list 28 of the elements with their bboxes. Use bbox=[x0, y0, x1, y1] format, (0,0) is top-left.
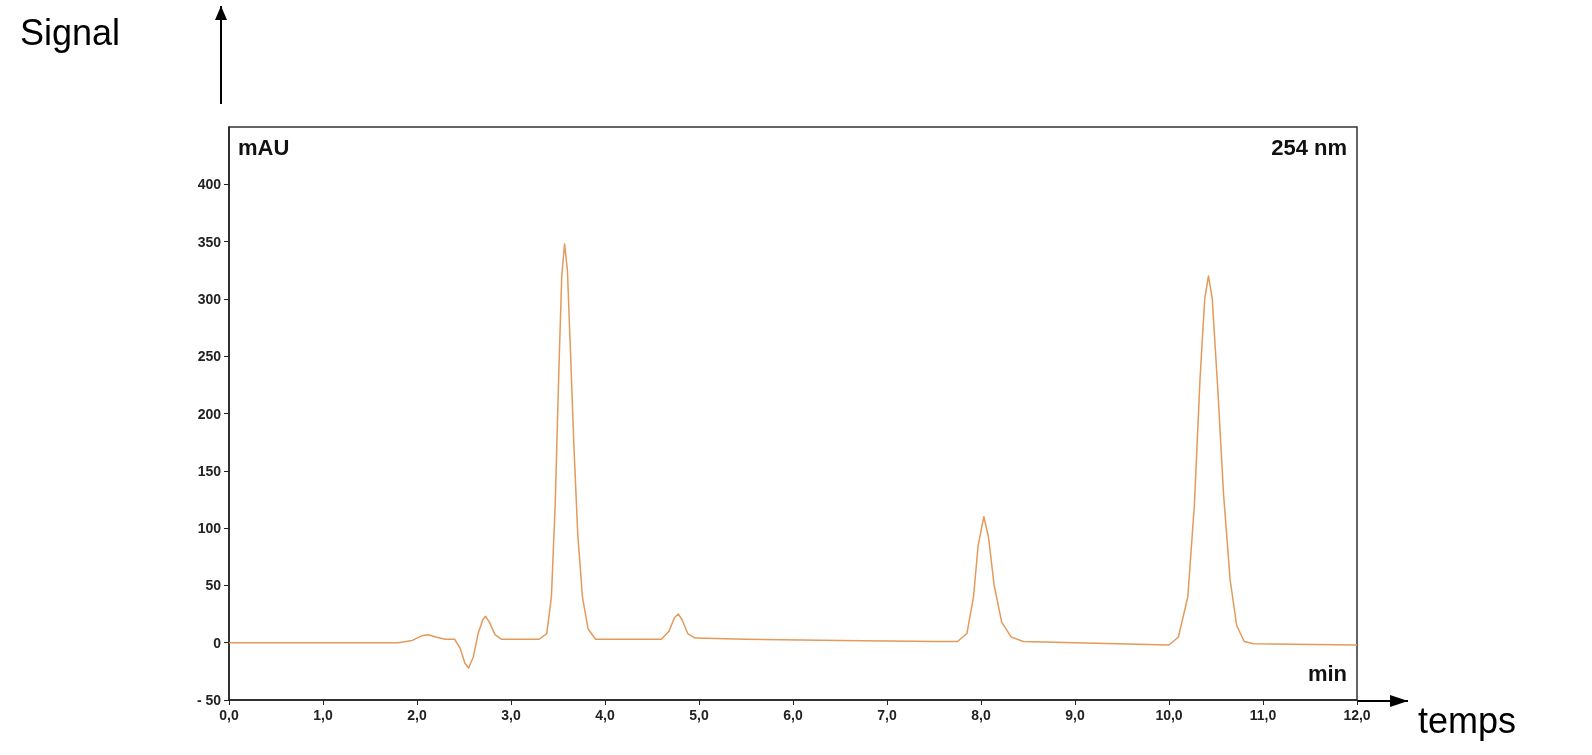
annotation: 254 nm bbox=[1271, 134, 1348, 160]
x-tick-label: 11,0 bbox=[1249, 707, 1277, 723]
x-tick-label: 8,0 bbox=[971, 707, 991, 723]
text: Signal bbox=[20, 12, 121, 54]
y-axis-title: mAU bbox=[238, 134, 290, 160]
text: temps bbox=[1418, 700, 1517, 742]
y-tick-label: 300 bbox=[197, 290, 222, 307]
y-tick-label: 100 bbox=[197, 520, 222, 537]
x-tick-label: 6,0 bbox=[783, 707, 803, 723]
y-tick-label: 250 bbox=[197, 348, 222, 365]
x-tick-label: 12,0 bbox=[1343, 707, 1371, 723]
x-tick-label: 2,0 bbox=[407, 707, 427, 723]
x-tick-label: 0,0 bbox=[219, 707, 239, 723]
x-tick-label: 1,0 bbox=[313, 707, 333, 723]
x-axis-title: min bbox=[1307, 660, 1348, 686]
y-tick-label: - 50 bbox=[196, 692, 222, 708]
y-tick-label: 50 bbox=[205, 577, 222, 594]
y-tick-label: 350 bbox=[197, 233, 222, 250]
y-tick-label: 200 bbox=[197, 405, 222, 422]
y-tick-label: 150 bbox=[197, 462, 222, 479]
x-tick-label: 5,0 bbox=[689, 707, 709, 723]
y-tick-label: 400 bbox=[197, 176, 222, 193]
x-tick-label: 4,0 bbox=[595, 707, 615, 723]
x-tick-label: 10,0 bbox=[1155, 707, 1183, 723]
x-tick-label: 3,0 bbox=[501, 707, 521, 723]
x-tick-label: 7,0 bbox=[877, 707, 897, 723]
x-tick-label: 9,0 bbox=[1065, 707, 1085, 723]
y-tick-label: 0 bbox=[213, 634, 222, 651]
